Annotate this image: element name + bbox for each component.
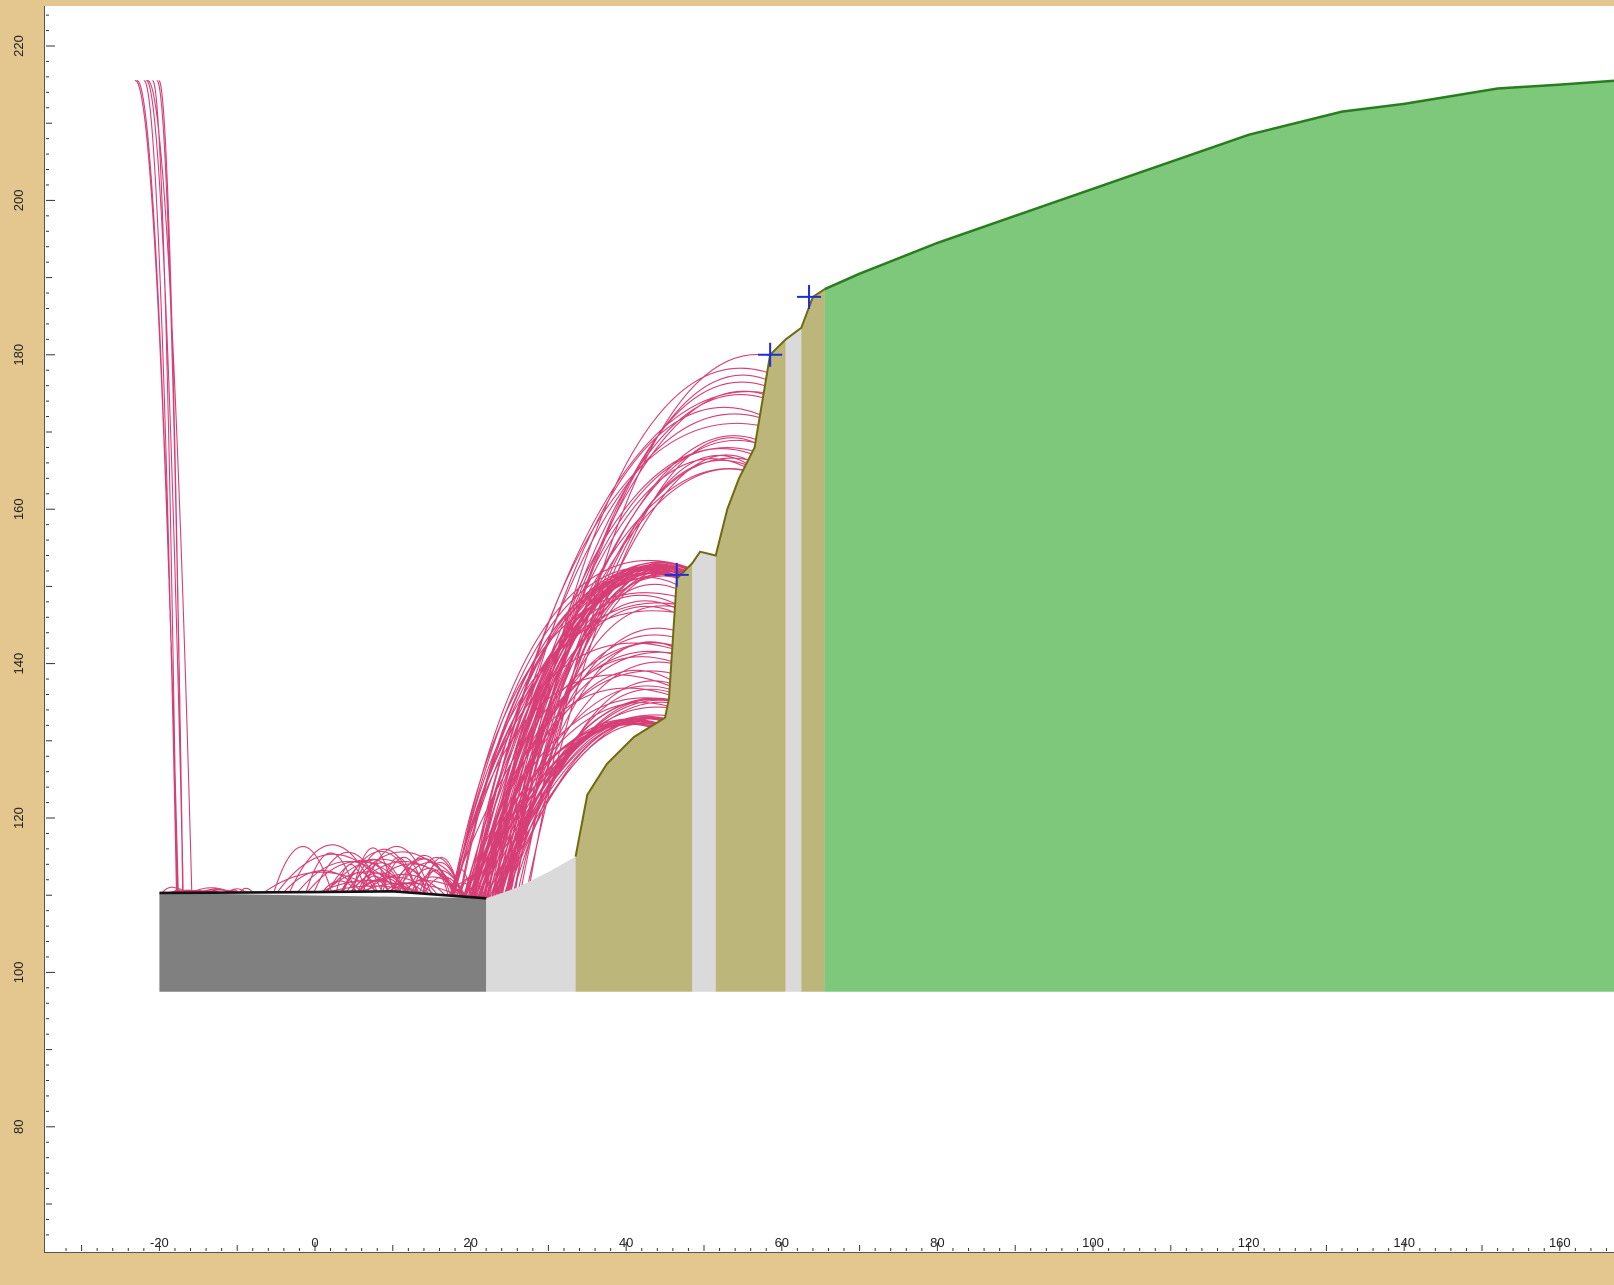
trajectory-path (467, 572, 678, 898)
trajectory-path (478, 718, 661, 898)
y-tick-label: 140 (11, 653, 26, 675)
trajectory-path (340, 859, 405, 893)
trajectory-path (470, 391, 764, 898)
trajectory-path (136, 80, 179, 893)
trajectory-path (276, 853, 390, 893)
trajectory-path (468, 715, 665, 898)
trajectory-path (477, 701, 669, 898)
trajectory-path (341, 871, 378, 893)
x-tick-label: 0 (311, 1235, 318, 1250)
trajectory-path (504, 722, 655, 892)
trajectory-path (528, 437, 756, 882)
y-axis: 80 100 120 140 160 180 200 220 (11, 14, 55, 1236)
trajectory-path (469, 702, 668, 898)
y-tick-label: 220 (11, 35, 26, 57)
plot-area: -20 0 20 40 60 80 100 120 140 160 80 100 120 140 160 1… (11, 6, 1614, 1253)
trajectory-path (273, 846, 333, 893)
trajectory-path (478, 651, 672, 898)
trajectory-path (346, 851, 462, 897)
trajectory-path (465, 697, 669, 897)
region-pavement (159, 892, 487, 992)
trajectory-path (143, 80, 178, 893)
slope-profile (159, 79, 1614, 900)
trajectory-path (471, 413, 760, 898)
x-tick-label: -20 (150, 1235, 169, 1250)
trajectory-path (507, 721, 655, 891)
trajectory-path (289, 844, 376, 893)
trajectory-path (360, 882, 460, 897)
trajectory-path (494, 719, 655, 896)
trajectory-path (474, 670, 671, 898)
trajectory-path (403, 876, 465, 897)
trajectory-path (504, 698, 669, 892)
region-tan (801, 289, 825, 992)
x-axis: -20 0 20 40 60 80 100 120 140 160 (65, 1235, 1607, 1251)
trajectory-path (521, 459, 747, 886)
trajectory-path (382, 856, 427, 894)
trajectory-path (463, 642, 673, 897)
trajectory-path (471, 468, 744, 898)
y-tick-label: 100 (11, 962, 26, 984)
rockfall-trajectories (134, 80, 771, 899)
y-tick-label: 80 (11, 1120, 26, 1134)
region-tan (575, 563, 693, 992)
region-light_gray (692, 551, 716, 992)
x-tick-label: 60 (775, 1235, 789, 1250)
trajectory-path (491, 706, 668, 897)
y-tick-label: 120 (11, 807, 26, 829)
trajectory-path (463, 561, 689, 897)
x-tick-label: 160 (1549, 1235, 1571, 1250)
x-tick-label: 100 (1082, 1235, 1104, 1250)
trajectory-path (145, 80, 184, 893)
trajectory-path (494, 720, 654, 896)
trajectory-path (423, 876, 465, 897)
trajectory-path (472, 656, 672, 898)
trajectory-path (283, 870, 362, 893)
ground-surface-line (824, 79, 1614, 291)
trajectory-path (492, 393, 764, 897)
trajectory-path (360, 862, 388, 892)
trajectory-path (362, 846, 432, 895)
trajectory-path (493, 435, 757, 896)
region-light_gray (785, 327, 802, 992)
seeder-marker (758, 342, 783, 367)
pavement-surface-line (159, 889, 487, 900)
trajectory-path (351, 848, 419, 894)
trajectory-path (451, 592, 676, 896)
trajectory-path (508, 688, 670, 891)
material-regions (159, 80, 1614, 992)
trajectory-path (473, 650, 673, 898)
trajectory-path (357, 879, 402, 893)
trajectory-path (496, 447, 753, 895)
x-tick-label: 20 (463, 1235, 477, 1250)
trajectory-path (395, 858, 455, 897)
y-tick-label: 160 (11, 498, 26, 520)
region-green (824, 80, 1614, 992)
region-tan (715, 339, 786, 992)
seeder-marker (797, 284, 822, 309)
trajectory-path (456, 877, 484, 899)
trajectory-path (483, 406, 761, 899)
trajectory-path (476, 685, 670, 898)
rock-face-line (574, 288, 826, 857)
slope-cross-section-chart: -20 0 20 40 60 80 100 120 140 160 80 100 120 140 160 1… (11, 14, 1614, 1251)
y-tick-label: 200 (11, 190, 26, 212)
trajectory-path (473, 563, 687, 898)
x-tick-label: 120 (1238, 1235, 1260, 1250)
x-tick-label: 80 (930, 1235, 944, 1250)
trajectory-path (467, 714, 666, 898)
trajectory-path (501, 374, 767, 894)
trajectory-path (399, 854, 452, 896)
y-tick-label: 180 (11, 344, 26, 366)
x-tick-label: 140 (1393, 1235, 1415, 1250)
trajectory-path (156, 80, 184, 893)
region-light_gray (486, 856, 576, 992)
seeder-markers (664, 284, 822, 587)
seeder-marker (664, 562, 689, 587)
x-tick-label: 40 (619, 1235, 633, 1250)
